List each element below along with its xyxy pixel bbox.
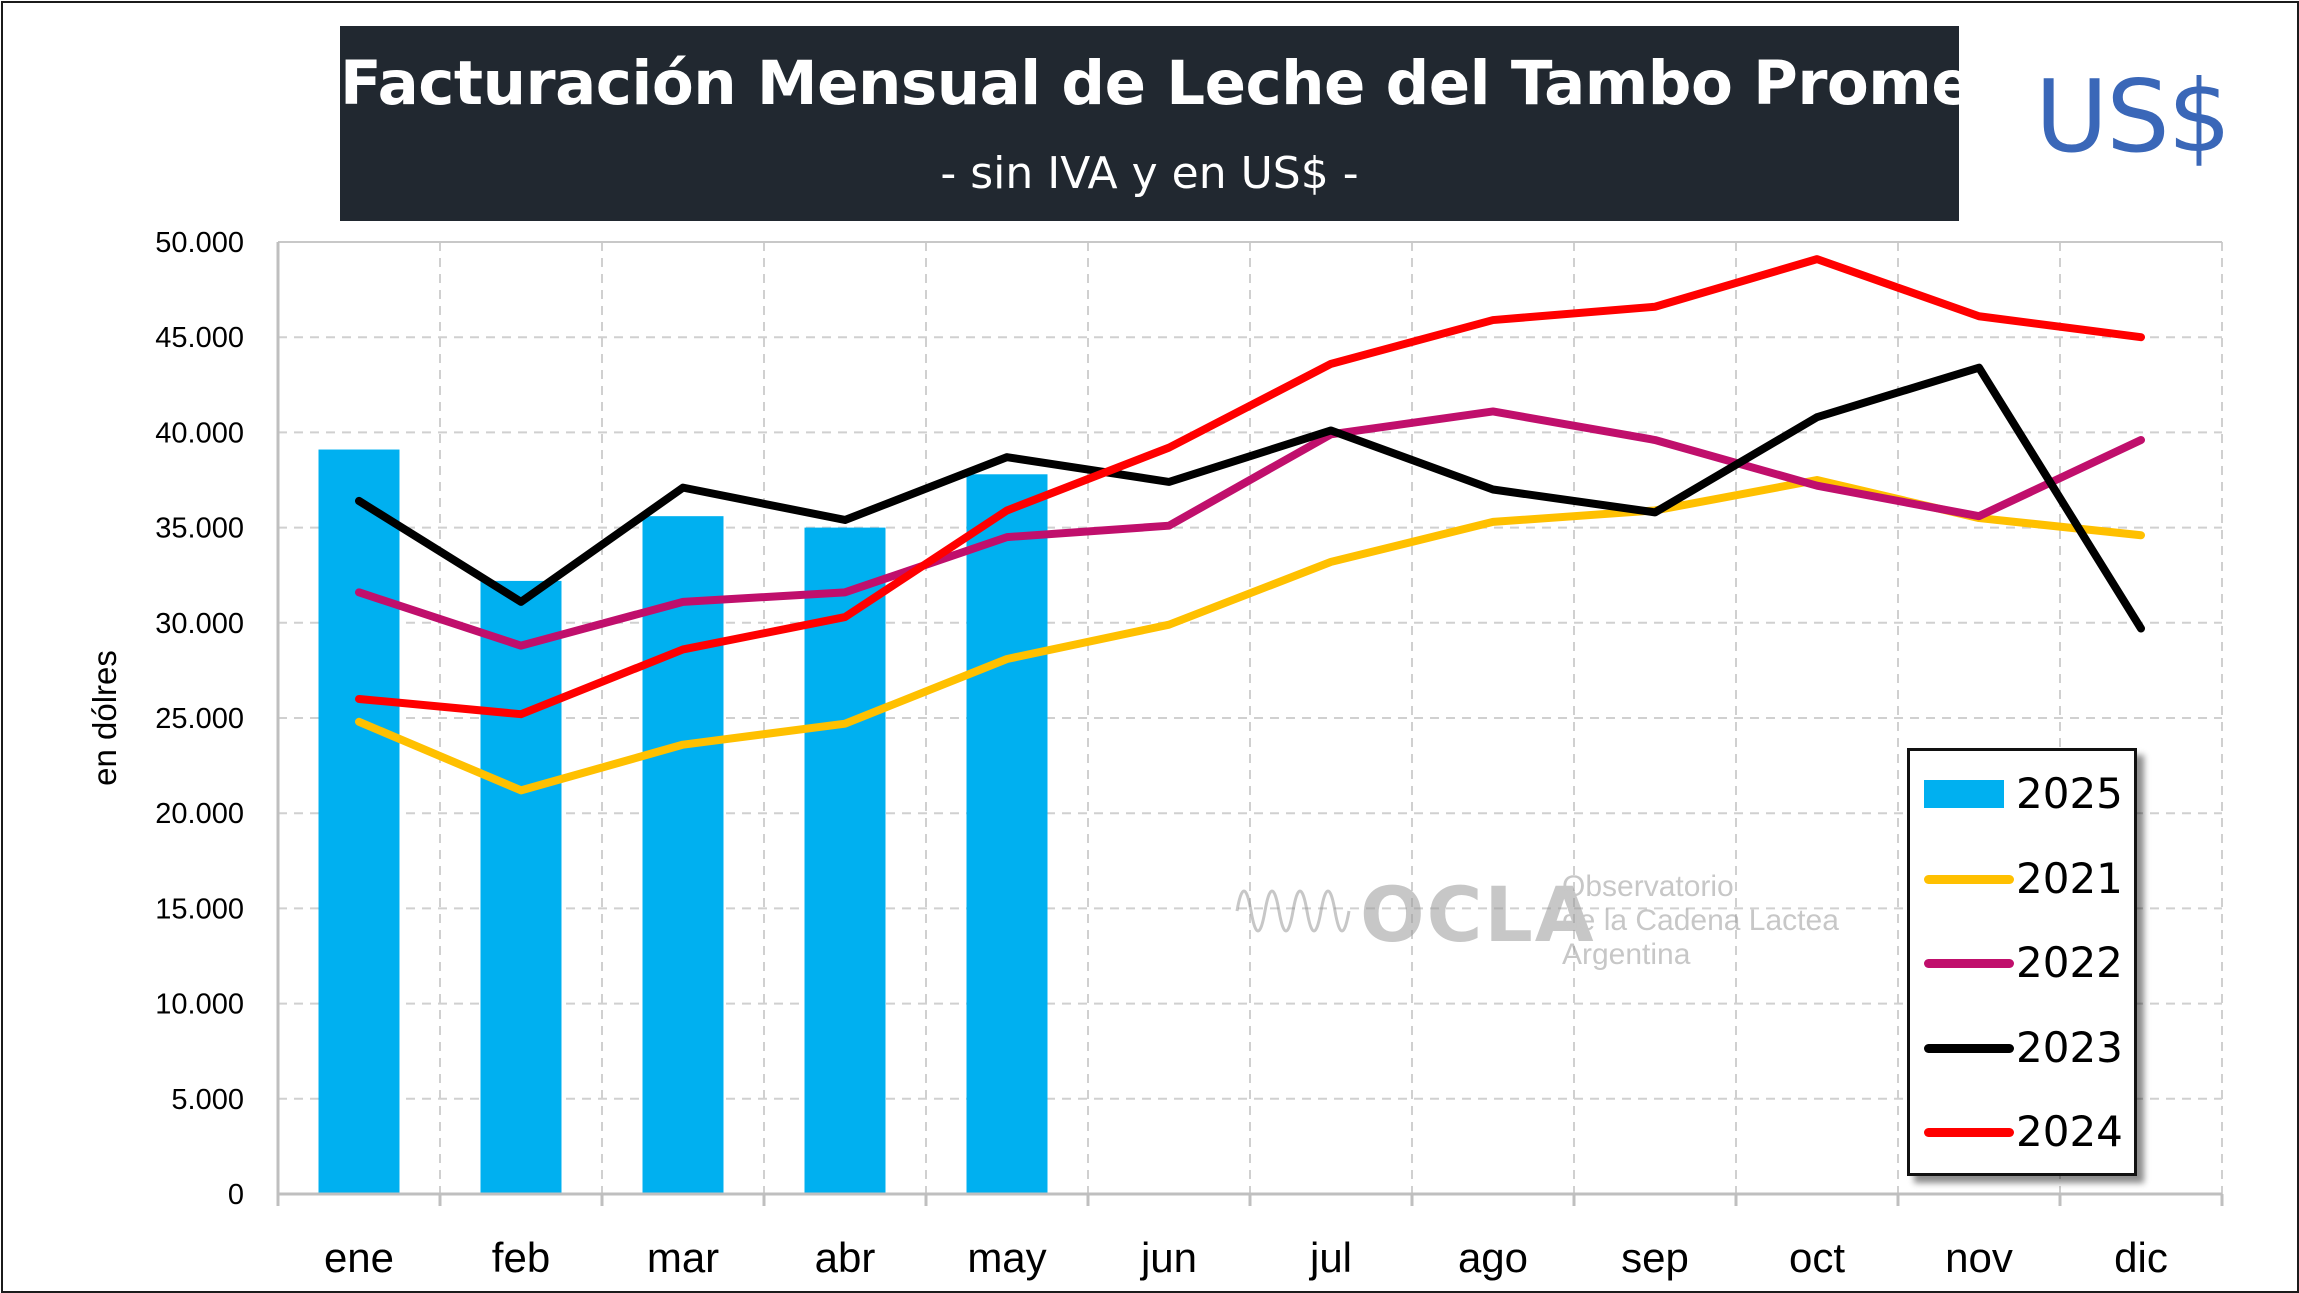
ocla-logo: OCLA: [1360, 870, 1596, 959]
line-series-2021: [355, 476, 2145, 795]
currency-badge: US$: [2035, 58, 2231, 175]
y-tick-label: 10.000: [155, 989, 244, 1021]
legend-swatch: [1924, 780, 2004, 808]
x-tick-label: dic: [2114, 1234, 2168, 1281]
legend-swatch: [1924, 959, 2014, 968]
x-tick-label: oct: [1789, 1234, 1845, 1281]
bar-2025-mar: [642, 516, 724, 1194]
legend-label: 2025: [2016, 769, 2123, 818]
legend-label: 2024: [2016, 1107, 2123, 1156]
x-tick-label: ene: [324, 1234, 394, 1281]
legend-swatch: [1924, 1128, 2014, 1137]
line-series-2024: [355, 255, 2145, 719]
x-tick-label: sep: [1621, 1234, 1689, 1281]
y-tick-label: 35.000: [155, 513, 244, 545]
ocla-name-line3: Argentina: [1562, 938, 1691, 971]
ocla-name-line2: de la Cadena Lactea: [1562, 904, 1839, 937]
line-series-2023: [355, 363, 2145, 633]
y-tick-label: 45.000: [155, 322, 244, 354]
y-tick-label: 25.000: [155, 703, 244, 735]
y-tick-label: 40.000: [155, 417, 244, 449]
bar-2025-may: [966, 474, 1048, 1195]
x-tick-label: mar: [647, 1234, 719, 1281]
legend-item-2022: 2022: [1924, 934, 2134, 994]
x-tick-label: abr: [815, 1234, 876, 1281]
chart-subtitle: - sin IVA y en US$ -: [940, 148, 1359, 199]
ocla-name-line1: Observatorio: [1562, 870, 1734, 903]
ocla-watermark: OCLA Observatorio de la Cadena Lactea Ar…: [1232, 862, 1842, 982]
legend-item-2021: 2021: [1924, 850, 2134, 910]
ocla-name: Observatorio de la Cadena Lactea Argenti…: [1562, 870, 1839, 972]
y-tick-label: 30.000: [155, 608, 244, 640]
legend-label: 2022: [2016, 938, 2123, 987]
ticks-layer: 0 5.000 10.000 15.000 20.000 25.000 30.000 35.0…: [155, 227, 2168, 1281]
legend-item-2023: 2023: [1924, 1019, 2134, 1079]
bars-layer: [318, 449, 1048, 1195]
legend-swatch: [1924, 1043, 2014, 1053]
legend-item-2024: 2024: [1924, 1103, 2134, 1163]
y-tick-label: 20.000: [155, 798, 244, 830]
legend-label: 2021: [2016, 853, 2123, 903]
legend-label: 2023: [2016, 1022, 2123, 1072]
chart-title: Facturación Mensual de Leche del Tambo P…: [340, 48, 2078, 119]
x-tick-label: may: [967, 1234, 1046, 1281]
bar-2025-feb: [480, 580, 562, 1194]
x-tick-label: feb: [492, 1234, 550, 1281]
y-tick-label: 15.000: [155, 893, 244, 925]
x-tick-label: nov: [1945, 1234, 2013, 1281]
y-axis-label: en dólres: [86, 650, 123, 786]
axes-layer: [276, 242, 2224, 1206]
y-tick-label: 50.000: [155, 227, 244, 259]
x-tick-label: jun: [1139, 1234, 1197, 1281]
y-tick-label: 0: [228, 1179, 244, 1211]
x-tick-label: jul: [1308, 1234, 1352, 1281]
x-tick-label: ago: [1458, 1234, 1528, 1281]
grid-layer: [278, 241, 2223, 1194]
ocla-wave-icon: [1235, 889, 1351, 933]
legend-item-2025: 2025: [1924, 765, 2134, 825]
title-banner: Facturación Mensual de Leche del Tambo P…: [340, 26, 2078, 221]
lines-layer: [355, 255, 2145, 795]
bar-2025-ene: [318, 449, 400, 1194]
line-series-2022: [355, 407, 2145, 650]
legend-swatch: [1924, 874, 2014, 884]
bar-2025-abr: [804, 527, 886, 1194]
y-tick-label: 5.000: [171, 1084, 244, 1116]
chart-legend: 2025 2021 2022 2023 2024: [1907, 748, 2137, 1176]
